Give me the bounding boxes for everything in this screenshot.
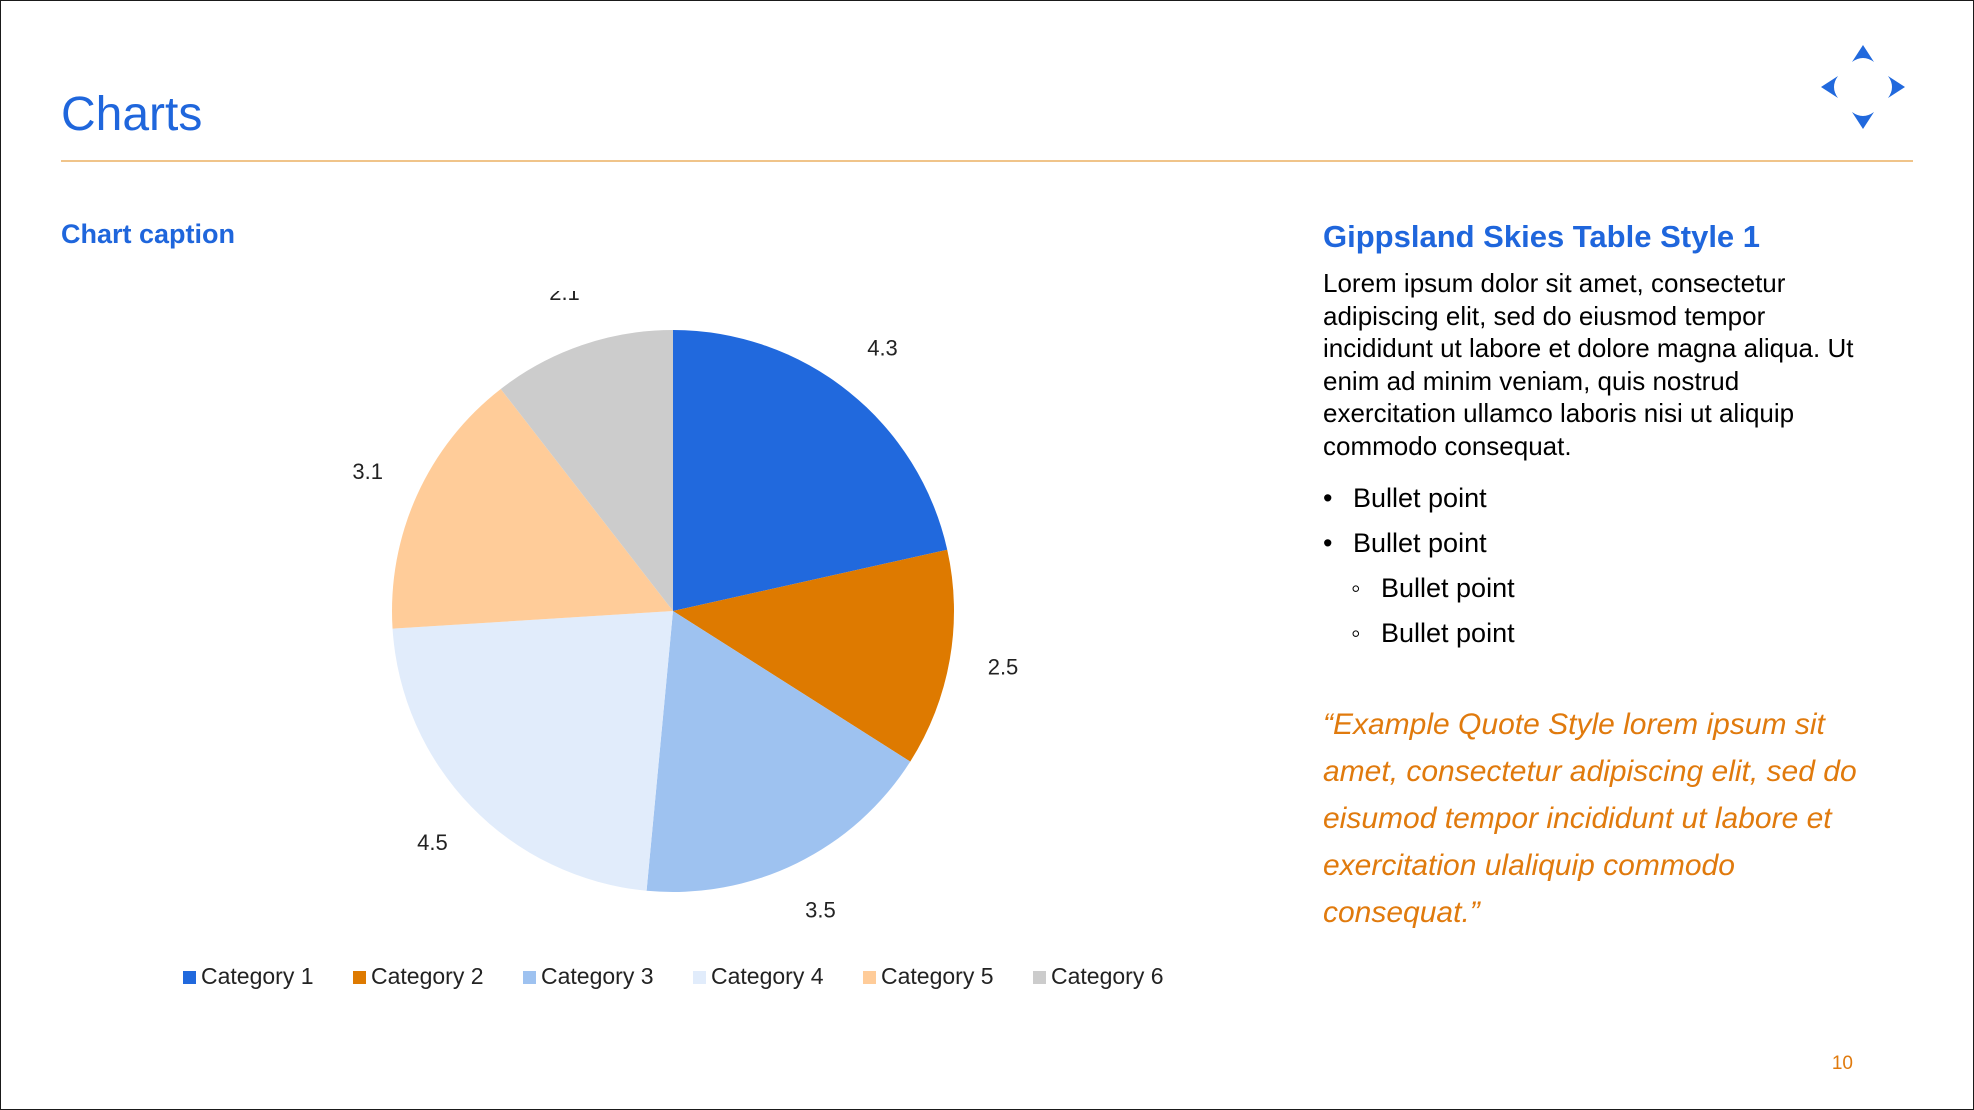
sub-bullet-item: Bullet point: [1323, 566, 1923, 611]
sub-bullet-item: Bullet point: [1323, 611, 1923, 656]
title-divider: [61, 160, 1913, 162]
bullet-list: Bullet point Bullet point Bullet point B…: [1323, 476, 1923, 656]
legend-swatch: [183, 971, 196, 984]
body-line: incididunt ut labore et dolore magna ali…: [1323, 333, 1854, 363]
body-line: enim ad minim veniam, quis nostrud: [1323, 365, 1740, 396]
body-line: adipiscing elit, sed do eiusmod tempor: [1323, 300, 1766, 331]
body-line: Lorem ipsum dolor sit amet, consectetur: [1323, 268, 1786, 298]
quote-line: amet, consectetur adipiscing elit, sed d…: [1323, 755, 1857, 788]
body-line: commodo consequat.: [1323, 430, 1572, 461]
quote-line: “Example Quote Style lorem ipsum sit: [1323, 708, 1825, 741]
quote-line: consequat.”: [1323, 896, 1480, 929]
legend-swatch: [863, 971, 876, 984]
four-point-star-icon: [1821, 45, 1905, 129]
chart-caption: Chart caption: [61, 219, 236, 249]
legend-label: Category 2: [371, 963, 484, 989]
pie-slice: [673, 330, 948, 611]
pie-data-labels: 4.3 2.5 3.5 4.5 3.1 2.1: [352, 291, 1018, 923]
body-line: exercitation ullamco laboris nisi ut ali…: [1323, 398, 1795, 428]
legend-swatch: [693, 971, 706, 984]
pie-data-label: 2.5: [988, 654, 1019, 679]
pie-data-label: 3.5: [805, 898, 836, 923]
pie-data-label: 4.3: [867, 335, 898, 360]
pie-slice: [673, 549, 954, 762]
text-panel: Gippsland Skies Table Style 1 Lorem ipsu…: [1323, 219, 1923, 656]
pie-data-label: 2.1: [549, 291, 580, 305]
pie-data-label: 3.1: [352, 459, 383, 484]
slide-title: Charts: [61, 88, 203, 141]
legend-label: Category 5: [881, 963, 994, 989]
legend-label: Category 1: [201, 963, 314, 989]
quote-line: exercitation ulaliquip commodo: [1323, 849, 1735, 882]
table-style-heading: Gippsland Skies Table Style 1: [1323, 219, 1761, 254]
bullet-item: Bullet point: [1323, 521, 1923, 566]
pie-slice: [391, 388, 673, 629]
legend-swatch: [1033, 971, 1046, 984]
legend-label: Category 4: [711, 963, 824, 989]
legend-swatch: [523, 971, 536, 984]
pie-slices: [391, 330, 954, 892]
legend-label: Category 3: [541, 963, 654, 989]
pie-slice: [646, 611, 911, 892]
chart-legend: Category 1 Category 2 Category 3 Category 4…: [183, 963, 1164, 989]
pie-slice: [500, 330, 673, 611]
pie-data-label: 4.5: [417, 830, 448, 855]
pie-slice: [392, 611, 673, 891]
bullet-item: Bullet point: [1323, 476, 1923, 521]
quote-line: eisumod tempor incididunt ut labore et: [1323, 802, 1832, 835]
legend-swatch: [353, 971, 366, 984]
body-paragraph: Lorem ipsum dolor sit amet, consectetur …: [1323, 267, 1923, 462]
example-quote: “Example Quote Style lorem ipsum sit ame…: [1323, 701, 1923, 936]
page-number: 10: [1831, 1053, 1853, 1074]
legend-label: Category 6: [1051, 963, 1164, 989]
